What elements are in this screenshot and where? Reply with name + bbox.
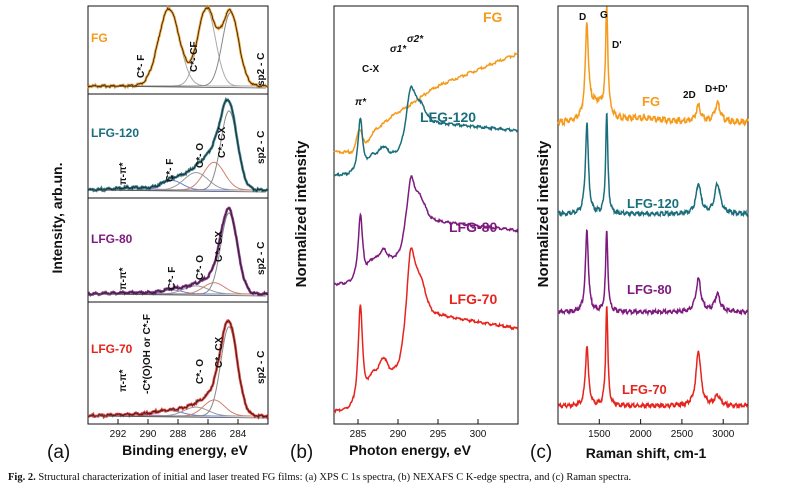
panel-c-xtick-label: 3000 bbox=[712, 429, 735, 440]
panel-a-baseline bbox=[89, 85, 267, 89]
panel-a-name-fg: FG bbox=[91, 31, 108, 45]
panel-a-envelope bbox=[86, 4, 269, 90]
panel-a-70-cooh: -C*(O)OH or C*-F bbox=[142, 314, 153, 394]
panel-a-baseline bbox=[89, 293, 267, 297]
panel-c-name-lfg80: LFG-80 bbox=[627, 282, 672, 297]
panel-b-curve bbox=[333, 175, 519, 287]
panel-c-xtick-label: 1500 bbox=[588, 429, 611, 440]
panel-b-cx: C-X bbox=[362, 64, 380, 75]
panel-a-120-cf: C*- F bbox=[165, 159, 176, 182]
panel-b-name-lfg80: LFG-80 bbox=[449, 219, 497, 235]
panel-c-letter: (c) bbox=[530, 442, 552, 463]
panel-b-xtick-label: 300 bbox=[470, 429, 487, 440]
panel-a-80-cf: C*- F bbox=[167, 267, 178, 290]
panel-a-curves bbox=[86, 4, 269, 420]
panel-c-curve bbox=[557, 306, 749, 410]
panel-b-xtick-label: 285 bbox=[350, 429, 367, 440]
caption-text: Structural characterization of initial a… bbox=[38, 472, 632, 483]
panel-b-curve bbox=[333, 85, 519, 177]
panel-c-xtick-label: 2000 bbox=[629, 429, 652, 440]
panel-a-120-ccx: C*- CX bbox=[217, 127, 228, 158]
panel-a-70-sp2: sp2 - C bbox=[256, 351, 267, 384]
panel-a-name-lfg80: LFG-80 bbox=[91, 232, 133, 246]
panel-c-name-lfg120: LFG-120 bbox=[627, 196, 679, 211]
panel-c-ticks: 1500 2000 2500 3000 bbox=[588, 419, 735, 440]
panel-a-120-sp2: sp2 - C bbox=[256, 131, 267, 164]
panel-b-name-lfg120: LFG-120 bbox=[420, 109, 476, 125]
panel-c-curve bbox=[557, 6, 749, 128]
panel-c-peak-d: D bbox=[579, 12, 586, 23]
panel-c-peak-dprime: D' bbox=[612, 40, 622, 51]
panel-c-curve bbox=[557, 112, 749, 218]
panel-b: 285 290 295 300 Normalized intensity Photon… bbox=[290, 5, 519, 463]
panel-c-curves bbox=[557, 6, 749, 410]
panel-a-fg-sp2: sp2 - C bbox=[256, 53, 267, 86]
panel-c-name-lfg70: LFG-70 bbox=[622, 382, 667, 397]
panel-b-curve bbox=[333, 247, 519, 414]
panel-a-80-co: C*- O bbox=[195, 255, 206, 280]
panel-a-xtick-label: 286 bbox=[200, 429, 217, 440]
panel-a-letter: (a) bbox=[47, 442, 70, 463]
panel-b-name-fg: FG bbox=[483, 9, 503, 25]
panel-b-frame bbox=[333, 5, 519, 425]
panel-b-ylabel: Normalized intensity bbox=[293, 140, 310, 287]
panel-a: 292 290 288 286 284 Intensity, arb.un. Bindi… bbox=[47, 4, 269, 463]
panel-a-envelope bbox=[87, 318, 269, 420]
panel-b-xtick-label: 290 bbox=[390, 429, 407, 440]
panel-c-ylabel: Normalized intensity bbox=[535, 140, 552, 287]
panel-b-sigma1: σ1* bbox=[390, 44, 407, 55]
panel-a-80-ccx: C*- CX bbox=[214, 231, 225, 262]
panel-b-pi-star: π* bbox=[355, 97, 367, 108]
panel-a-envelope bbox=[87, 96, 269, 193]
panel-a-xtick-label: 290 bbox=[140, 429, 157, 440]
panel-a-baseline bbox=[89, 415, 267, 419]
panel-b-sigma2: σ2* bbox=[407, 34, 424, 45]
panel-b-xlabel: Photon energy, eV bbox=[349, 442, 472, 458]
panel-a-xtick-label: 288 bbox=[170, 429, 187, 440]
caption-label: Fig. 2. bbox=[8, 472, 36, 483]
panel-a-fit bbox=[87, 98, 268, 192]
panel-c: 1500 2000 2500 3000 Normalized intensity Ra… bbox=[530, 5, 749, 463]
panel-a-fg-ccf: C*- CF bbox=[189, 41, 200, 72]
panel-a-70-ccx: C*- CX bbox=[214, 337, 225, 368]
panel-a-70-co: C*- O bbox=[195, 359, 206, 384]
panel-a-xtick-label: 292 bbox=[110, 429, 127, 440]
panel-c-peak-g: G bbox=[600, 10, 608, 21]
panel-a-component bbox=[88, 110, 268, 191]
panel-a-baseline bbox=[89, 189, 267, 193]
panel-a-name-lfg70: LFG-70 bbox=[91, 342, 133, 356]
panel-a-120-pipi: π-π* bbox=[118, 162, 129, 185]
panel-b-name-lfg70: LFG-70 bbox=[449, 291, 497, 307]
panel-c-name-fg: FG bbox=[642, 94, 660, 109]
panel-a-fg-cf: C*- F bbox=[136, 55, 147, 78]
panel-a-xlabel: Binding energy, eV bbox=[122, 442, 248, 458]
panel-b-xtick-label: 295 bbox=[430, 429, 447, 440]
panel-a-120-co: C*- O bbox=[195, 143, 206, 168]
panel-a-80-sp2: sp2 - C bbox=[256, 242, 267, 275]
panel-b-curves bbox=[333, 52, 519, 414]
panel-a-name-lfg120: LFG-120 bbox=[91, 126, 139, 140]
panel-c-curve bbox=[557, 228, 749, 317]
panel-c-xtick-label: 2500 bbox=[671, 429, 694, 440]
panel-c-peak-ddprime: D+D' bbox=[705, 84, 728, 95]
panel-b-curve-fg bbox=[333, 52, 519, 155]
panel-a-xtick-label: 284 bbox=[230, 429, 247, 440]
panel-a-80-pipi: π-π* bbox=[118, 267, 129, 290]
panel-a-fit bbox=[87, 320, 268, 418]
panel-a-ticks: 292 290 288 286 284 bbox=[110, 419, 247, 440]
panel-b-letter: (b) bbox=[290, 442, 313, 463]
panel-a-70-pipi: π-π* bbox=[118, 369, 129, 392]
panel-a-ylabel: Intensity, arb.un. bbox=[49, 163, 65, 274]
panel-a-frame bbox=[87, 5, 269, 425]
panel-c-peak-2d: 2D bbox=[683, 90, 696, 101]
panel-b-ticks: 285 290 295 300 bbox=[350, 419, 487, 440]
figure-caption: Fig. 2. Structural characterization of i… bbox=[8, 472, 783, 483]
panel-a-fit bbox=[88, 207, 268, 296]
panel-a-component bbox=[88, 326, 268, 417]
panel-c-xlabel: Raman shift, cm-1 bbox=[586, 445, 707, 461]
